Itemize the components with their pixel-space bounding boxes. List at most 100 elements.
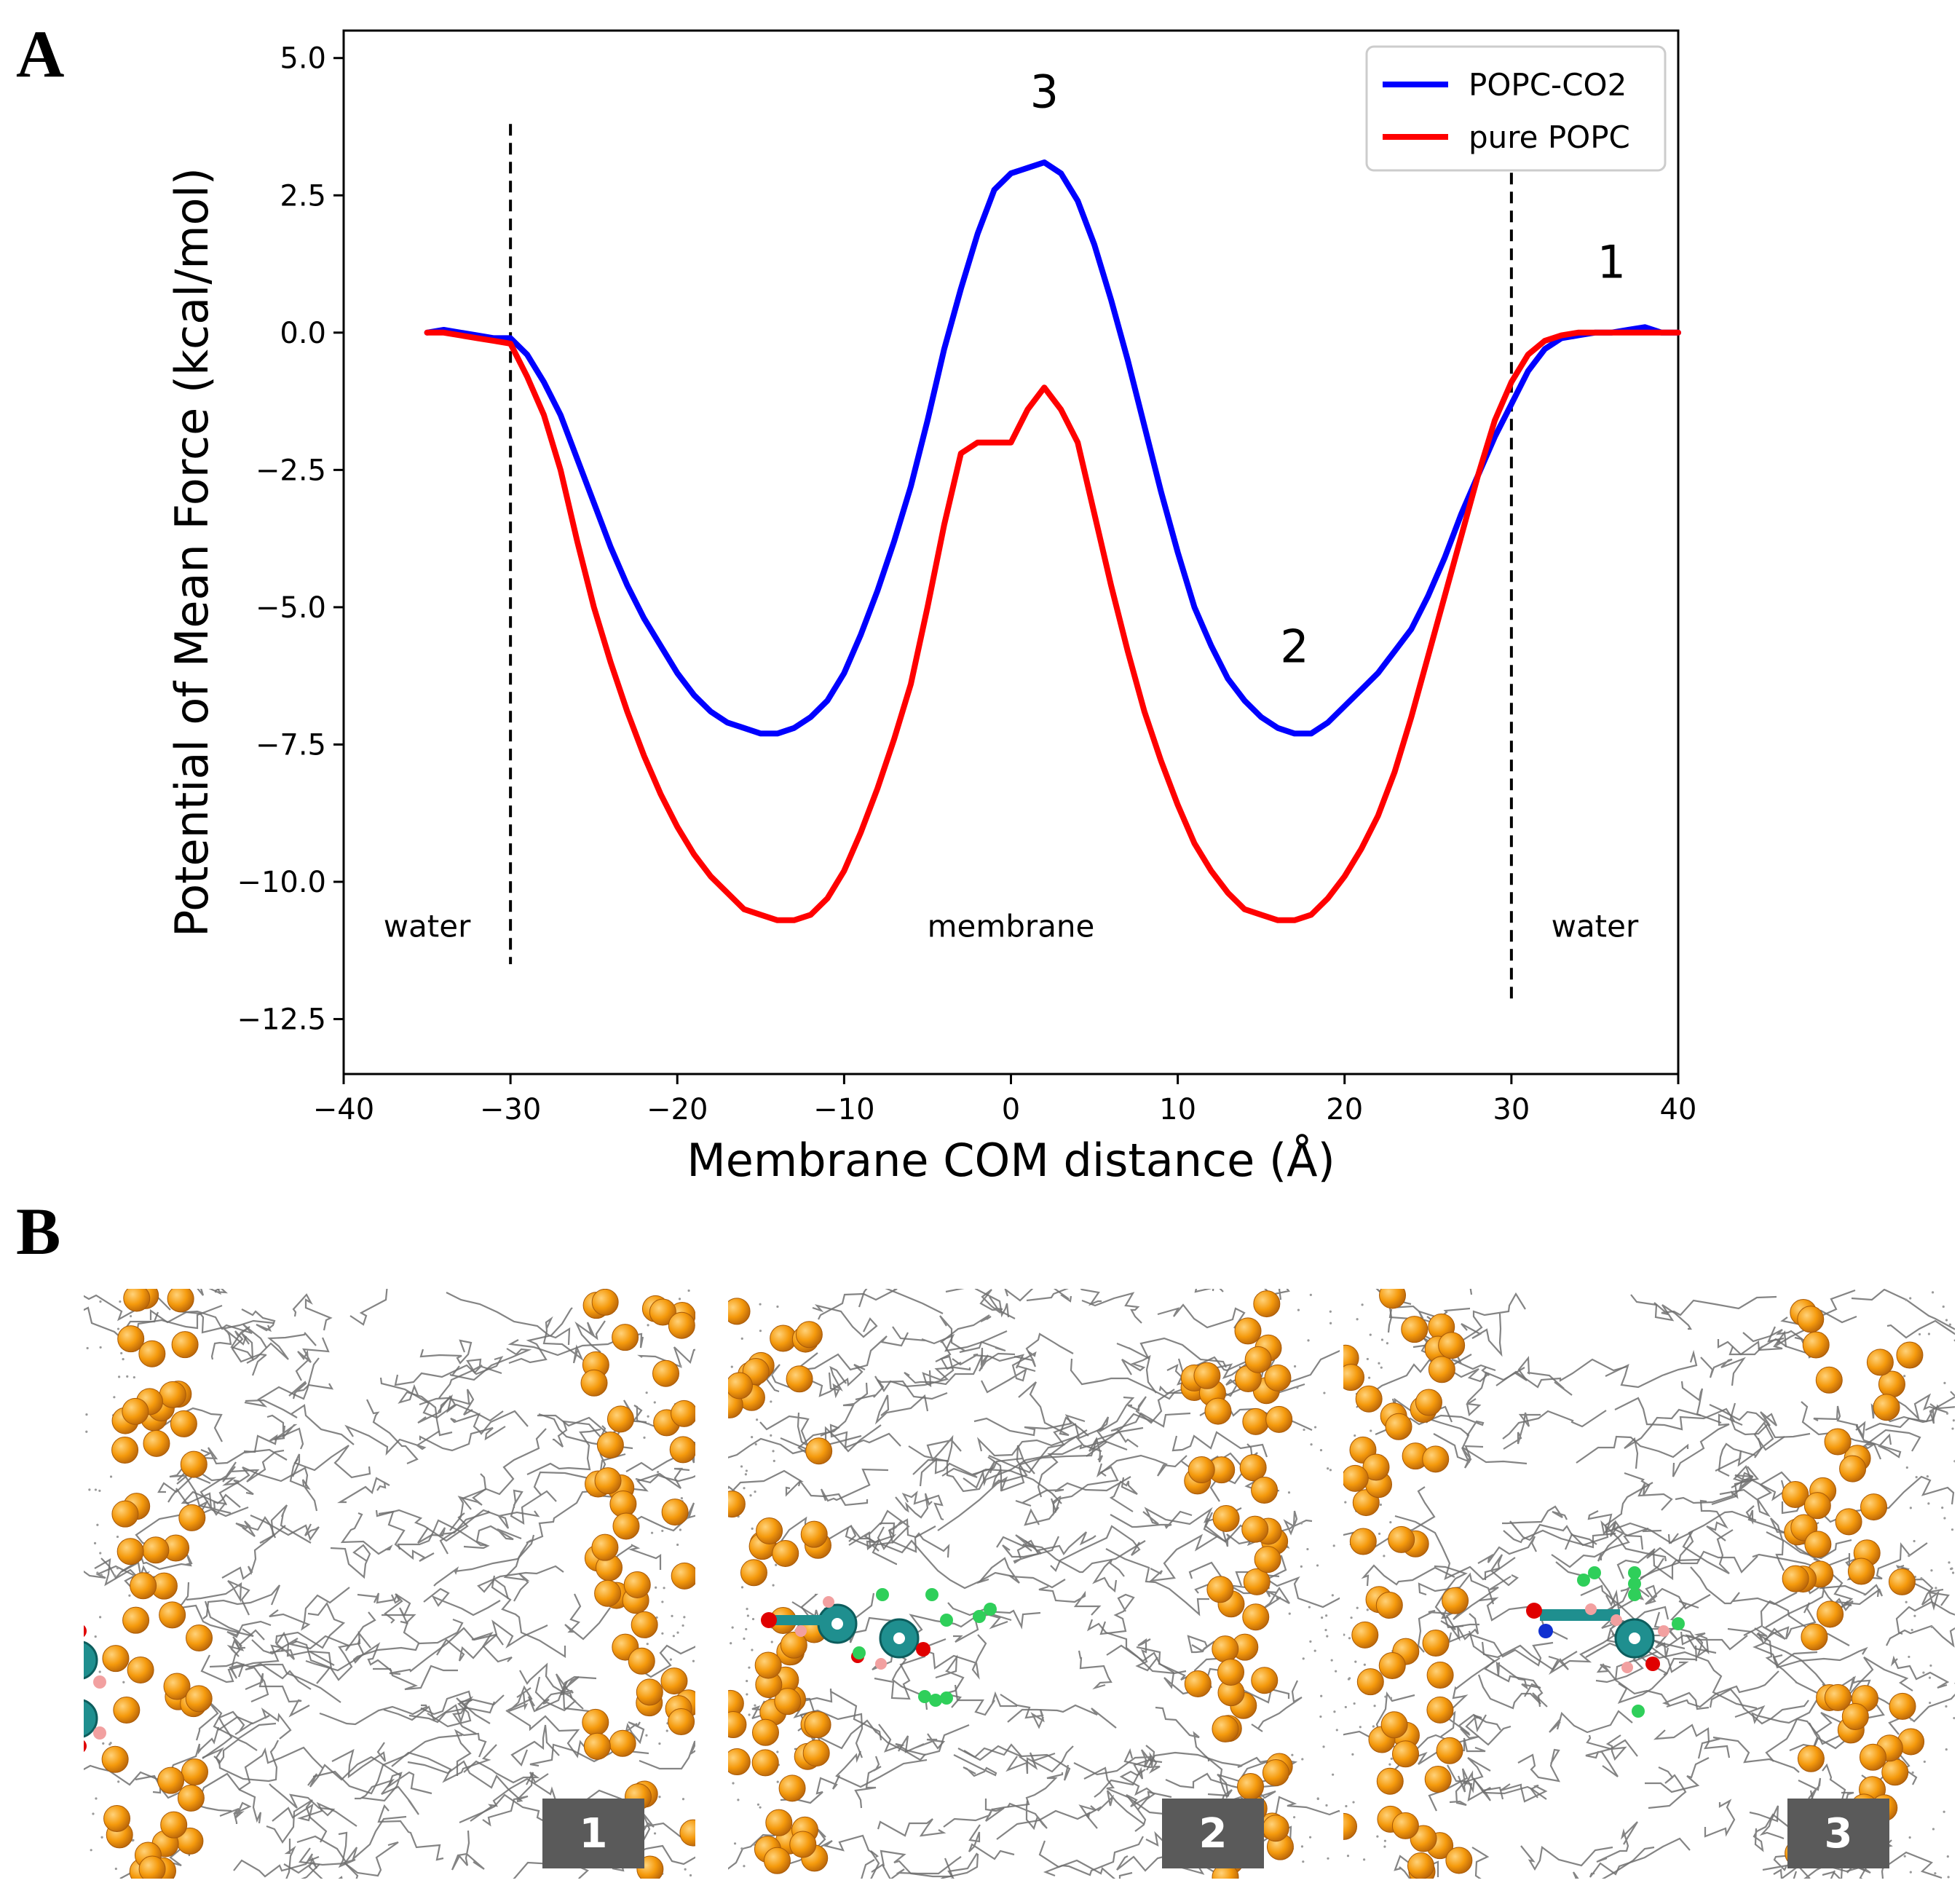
phosphate-sphere	[1896, 1341, 1924, 1369]
lipid-tail	[355, 1778, 419, 1815]
water-dot	[730, 1642, 732, 1645]
water-dot	[1953, 1460, 1955, 1463]
water-dot	[1344, 1501, 1347, 1504]
lipid-tail	[269, 1631, 335, 1666]
lipid-tail	[176, 1475, 232, 1516]
water-dot	[1325, 1614, 1328, 1617]
lipid-tail	[1586, 1734, 1627, 1761]
water-dot	[748, 1666, 751, 1669]
lipid-tail	[785, 1480, 869, 1507]
water-dot	[93, 1541, 97, 1545]
phosphate-sphere	[582, 1708, 609, 1736]
y-tick-label: 0.0	[280, 317, 326, 350]
water-dot	[751, 1617, 755, 1621]
lipid-tail	[1468, 1630, 1544, 1708]
lipid-tail	[186, 1579, 250, 1616]
water-dot	[1345, 1804, 1348, 1808]
lipid-tail	[274, 1601, 346, 1649]
lipid-tail	[979, 1289, 1016, 1319]
lipid-tail	[1043, 1836, 1144, 1877]
atom	[1628, 1577, 1641, 1590]
water-dot	[1366, 1357, 1369, 1361]
lipid-tail	[209, 1661, 341, 1703]
phosphate-sphere	[1797, 1306, 1825, 1333]
atom	[1621, 1662, 1633, 1673]
lipid-tail	[449, 1473, 487, 1531]
water-dot	[1326, 1635, 1329, 1638]
lipid-tail	[996, 1536, 1059, 1564]
lipid-tail	[1601, 1619, 1708, 1658]
lipid-tail	[820, 1468, 889, 1502]
lipid-tail	[510, 1489, 557, 1525]
lipid-tail	[507, 1685, 533, 1713]
lipid-tail	[1394, 1515, 1516, 1581]
water-dot	[1296, 1386, 1299, 1389]
lipid-tail	[420, 1690, 491, 1724]
water-dot	[1313, 1426, 1317, 1429]
lipid-tail	[394, 1356, 504, 1386]
lipid-tail	[449, 1348, 532, 1381]
lipid-tail	[1018, 1381, 1089, 1437]
lipid-tail	[818, 1289, 898, 1320]
lipid-tail	[759, 1412, 810, 1448]
water-dot	[1368, 1376, 1371, 1379]
lipid-tail	[471, 1619, 548, 1649]
water-dot	[772, 1459, 775, 1462]
lipid-tail	[507, 1333, 644, 1357]
water-dot	[661, 1600, 664, 1603]
lipid-tail	[1440, 1576, 1512, 1630]
atom	[84, 1625, 87, 1637]
water-dot	[740, 1586, 744, 1589]
water-dot	[1293, 1816, 1296, 1819]
state-marker-label: 3	[1030, 66, 1059, 119]
water-dot	[1390, 1757, 1393, 1760]
phosphate-sphere	[1262, 1815, 1289, 1842]
water-dot	[1353, 1702, 1356, 1705]
lipid-tail	[1600, 1520, 1667, 1562]
lipid-tail	[957, 1745, 1056, 1770]
atom	[1588, 1566, 1601, 1579]
water-dot	[133, 1375, 135, 1379]
phosphate-sphere	[1385, 1413, 1412, 1440]
phosphate-sphere	[763, 1847, 791, 1874]
lipid-tail	[1754, 1627, 1821, 1695]
lipid-tail	[1680, 1381, 1722, 1424]
lipid-tail	[519, 1662, 573, 1699]
lipid-tail	[461, 1428, 547, 1510]
lipid-tail	[1081, 1292, 1142, 1324]
lipid-tail	[293, 1445, 371, 1479]
lipid-tail	[377, 1804, 444, 1861]
phosphate-sphere	[1847, 1558, 1875, 1585]
x-tick-label: 0	[1002, 1093, 1020, 1126]
water-dot	[1306, 1547, 1309, 1551]
water-dot	[1903, 1855, 1906, 1858]
snapshot-3-badge: 3	[1787, 1799, 1889, 1868]
phosphate-sphere	[1188, 1456, 1215, 1484]
water-dot	[1291, 1753, 1294, 1756]
lipid-tail	[1727, 1627, 1818, 1667]
lipid-tail	[892, 1326, 1008, 1352]
water-dot	[665, 1729, 668, 1732]
lipid-tail	[1605, 1349, 1698, 1389]
lipid-tail	[357, 1592, 400, 1604]
lipid-tail	[1648, 1766, 1687, 1809]
lipid-tail	[937, 1456, 1008, 1531]
phosphate-sphere	[1251, 1667, 1279, 1694]
phosphate-sphere	[170, 1410, 197, 1437]
phosphate-sphere	[778, 1774, 806, 1802]
lipid-tail	[340, 1512, 393, 1555]
water-dot	[1359, 1726, 1362, 1729]
x-tick-label: −40	[313, 1093, 374, 1126]
lipid-tail	[338, 1831, 359, 1879]
water-dot	[1288, 1612, 1291, 1615]
ring-center	[893, 1633, 905, 1644]
lipid-tail	[391, 1744, 497, 1783]
lipid-tail	[178, 1310, 267, 1349]
phosphate-sphere	[1343, 1812, 1358, 1840]
lipid-tail	[1886, 1624, 1955, 1648]
x-tick-label: −30	[480, 1093, 541, 1126]
lipid-tail	[1361, 1564, 1455, 1587]
lipid-tail	[1109, 1477, 1138, 1512]
lipid-tail	[1024, 1531, 1096, 1556]
water-dot	[1356, 1606, 1359, 1609]
